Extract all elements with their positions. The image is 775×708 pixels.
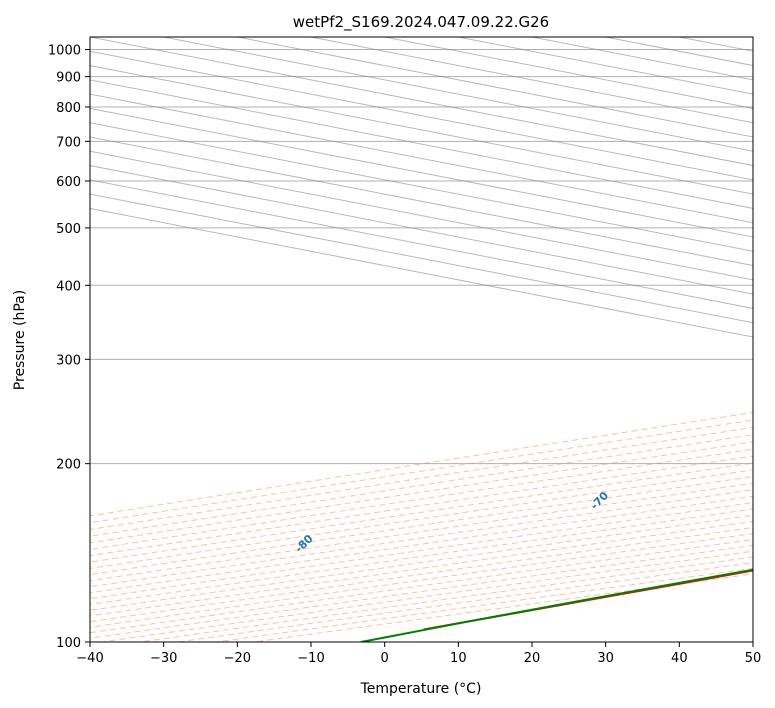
x-tick-label: −30 (150, 651, 177, 666)
isotherm-line (90, 65, 753, 195)
x-tick-label: −20 (224, 651, 251, 666)
dry-adiabat-line (90, 448, 753, 550)
isotherm-line (90, 93, 753, 224)
dry-adiabat-line (90, 441, 753, 544)
x-tick-label: 10 (450, 651, 467, 666)
x-tick-label: 20 (524, 651, 541, 666)
x-tick-label: −10 (297, 651, 324, 666)
y-tick-label: 900 (56, 71, 81, 86)
y-tick-label: 1000 (48, 44, 81, 59)
isotherm-line (90, 79, 753, 209)
x-tick-label: 50 (745, 651, 762, 666)
y-axis-label: Pressure (hPa) (12, 290, 28, 390)
background-lines (90, 37, 753, 642)
dry-adiabat-line (90, 482, 753, 582)
y-tick-label: 300 (56, 353, 81, 368)
plot-frame (89, 36, 754, 643)
isotherm-line (90, 136, 753, 267)
dry-adiabat-line (90, 476, 753, 576)
x-tick-label: −40 (76, 651, 103, 666)
y-tick-label: 600 (56, 175, 81, 190)
y-tick-label: 500 (56, 222, 81, 237)
isotherm-line (90, 107, 753, 238)
y-tick-label: 700 (56, 135, 81, 150)
isotherm-line (90, 50, 753, 181)
y-tick-label: 200 (56, 458, 81, 473)
x-tick-label: 40 (671, 651, 688, 666)
dry-adiabat-line (90, 489, 753, 588)
y-tick-label: 400 (56, 279, 81, 294)
y-tick-label: 100 (56, 636, 81, 651)
isotherm-line (90, 37, 753, 167)
plot-area (90, 37, 753, 642)
dry-adiabat-line (90, 520, 753, 617)
chart-title: wetPf2_S169.2024.047.09.22.G26 (293, 13, 549, 32)
dry-adiabat-line (90, 514, 753, 611)
dry-adiabat-line (90, 527, 753, 623)
axis-ticks: −40 −30 −20 −10 0 10 20 30 40 50 1000 900 800 700 600 5… (48, 44, 761, 666)
x-axis-label: Temperature (°C) (360, 681, 482, 697)
x-tick-label: 30 (597, 651, 614, 666)
isotherm-line (90, 122, 753, 252)
y-tick-label: 800 (56, 101, 81, 116)
x-tick-label: 0 (381, 651, 389, 666)
isotherm-line (163, 37, 753, 152)
